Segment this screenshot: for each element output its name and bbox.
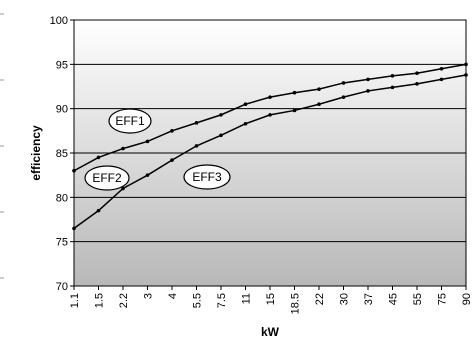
- series-1-point: [317, 87, 321, 91]
- series-1-point: [390, 74, 395, 78]
- series-1-point: [243, 102, 248, 107]
- x-tick-label: 18.5: [290, 293, 302, 314]
- series-2-point: [96, 208, 101, 213]
- series-1-point: [96, 155, 101, 160]
- gridlines: [74, 63, 466, 243]
- series-1-point: [72, 168, 76, 173]
- series-2-point: [341, 95, 346, 99]
- x-tick-label: 4: [167, 293, 179, 299]
- series-2-point: [219, 133, 223, 138]
- x-tick-label: 75: [437, 293, 449, 305]
- series-2-point: [292, 108, 297, 113]
- x-tick-label: 1.1: [69, 293, 81, 308]
- x-tick-label: 1.5: [94, 293, 106, 308]
- y-axis-ticks: 70 75 80 85 90 95 100: [50, 15, 74, 293]
- annotation-eff1-label: EFF1: [115, 114, 145, 128]
- x-tick-label: 90: [461, 293, 472, 305]
- series-2-point: [317, 102, 321, 107]
- series-1-point: [121, 146, 125, 151]
- annotation-eff1: EFF1: [108, 108, 152, 134]
- x-tick-label: 7.5: [216, 293, 228, 308]
- annotation-eff2: EFF2: [84, 165, 130, 191]
- series-2-point: [170, 158, 174, 162]
- series-2-point: [366, 89, 370, 93]
- annotation-eff1-bubble: [108, 108, 152, 134]
- y-tick-label: 90: [56, 104, 68, 116]
- x-tick-label: 55: [412, 293, 424, 305]
- x-tick-label: 2.2: [118, 293, 130, 308]
- left-edge-marks: [0, 13, 4, 279]
- series-2-point: [72, 226, 76, 231]
- series-2-point: [268, 113, 272, 117]
- series-1-point: [292, 90, 297, 95]
- y-tick-label: 95: [56, 59, 68, 71]
- x-tick-label: 45: [388, 293, 400, 305]
- x-axis-ticks: 1.1 1.5 2.2 3 4 5.5 7.5 11 15 18.5 22 30 37 45 55 75 90: [69, 286, 472, 314]
- series-layer: [72, 62, 468, 231]
- x-tick-label: 37: [363, 293, 375, 305]
- series-2-point: [439, 77, 444, 82]
- series-1-point: [415, 71, 419, 75]
- series-2-point: [145, 173, 150, 177]
- series-1-point: [366, 77, 370, 82]
- series-2-point: [464, 73, 468, 77]
- series-1-point: [464, 62, 468, 67]
- x-tick-label: 30: [339, 293, 351, 305]
- series-1-point: [219, 113, 223, 117]
- annotation-eff3-bubble: [183, 164, 231, 190]
- x-tick-label: 11: [241, 293, 253, 304]
- series-1-point: [439, 66, 444, 71]
- series-2-point: [194, 144, 199, 148]
- x-tick-label: 15: [265, 293, 277, 305]
- annotation-eff2-label: EFF2: [92, 171, 122, 185]
- y-tick-label: 75: [56, 237, 68, 249]
- annotation-eff3: EFF3: [183, 164, 231, 190]
- series-2-point: [243, 121, 248, 126]
- x-tick-label: 5.5: [192, 293, 204, 308]
- series-1-point: [170, 129, 174, 133]
- series-1-point: [194, 121, 199, 125]
- y-tick-label: 100: [50, 15, 68, 27]
- series-1-point: [145, 139, 150, 144]
- x-tick-label: 22: [314, 293, 326, 305]
- series-1-point: [341, 81, 346, 85]
- x-axis-title: kW: [261, 325, 280, 339]
- series-1-point: [268, 95, 272, 99]
- annotation-eff3-label: EFF3: [192, 170, 222, 184]
- x-tick-label: 3: [143, 293, 155, 299]
- y-axis-title: efficiency: [29, 125, 43, 181]
- y-tick-label: 70: [56, 281, 68, 293]
- series-2-point: [390, 85, 395, 90]
- annotation-eff2-bubble: [84, 165, 130, 191]
- series-2-point: [415, 82, 419, 86]
- y-tick-label: 85: [56, 148, 68, 160]
- y-tick-label: 80: [56, 192, 68, 204]
- series-2-point: [121, 186, 125, 191]
